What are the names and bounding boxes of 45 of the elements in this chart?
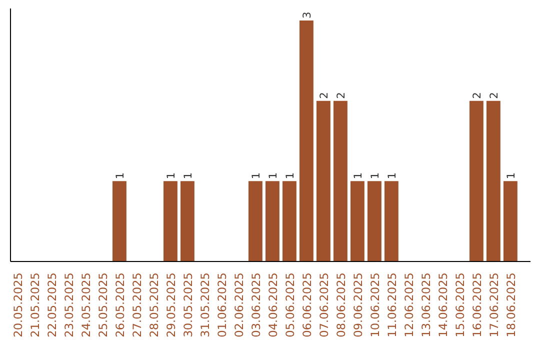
x-tick-label: 21.05.2025 bbox=[28, 272, 42, 338]
x-tick-label: 09.06.2025 bbox=[350, 272, 365, 338]
x-tick-label: 30.05.2025 bbox=[180, 272, 195, 338]
data-label: 1 bbox=[351, 172, 364, 180]
data-label: 1 bbox=[504, 172, 518, 180]
x-tick-label: 03.06.2025 bbox=[248, 272, 263, 338]
x-tick-label: 28.05.2025 bbox=[146, 272, 161, 338]
x-tick-label: 01.06.2025 bbox=[214, 272, 229, 338]
x-tick-label: 27.05.2025 bbox=[130, 272, 144, 338]
data-label: 1 bbox=[266, 172, 280, 180]
x-tick-label: 26.05.2025 bbox=[112, 272, 127, 338]
data-label: 2 bbox=[317, 92, 330, 99]
x-tick-label: 07.06.2025 bbox=[316, 272, 331, 338]
data-label: 1 bbox=[283, 172, 296, 180]
x-tick-label: 06.06.2025 bbox=[300, 272, 314, 338]
x-tick-label: 20.05.2025 bbox=[10, 272, 25, 338]
x-tick-label: 31.05.2025 bbox=[198, 272, 212, 338]
x-tick-label: 16.06.2025 bbox=[470, 272, 484, 338]
x-tick-label: 05.06.2025 bbox=[282, 272, 297, 338]
x-tick-label: 29.05.2025 bbox=[164, 272, 178, 338]
x-tick-label: 02.06.2025 bbox=[232, 272, 246, 338]
data-label: 3 bbox=[300, 12, 314, 19]
data-label: 2 bbox=[334, 92, 348, 99]
data-label: 1 bbox=[249, 172, 262, 180]
x-tick-label: 12.06.2025 bbox=[402, 272, 416, 338]
x-tick-label: 08.06.2025 bbox=[334, 272, 348, 338]
data-label: 1 bbox=[181, 172, 194, 180]
x-tick-label: 13.06.2025 bbox=[418, 272, 433, 338]
x-tick-label: 18.06.2025 bbox=[504, 272, 518, 338]
x-tick-label: 11.06.2025 bbox=[384, 272, 399, 338]
x-tick-label: 25.05.2025 bbox=[96, 272, 110, 338]
data-label: 2 bbox=[470, 92, 484, 99]
data-label: 2 bbox=[487, 92, 500, 99]
x-tick-label: 14.06.2025 bbox=[436, 272, 450, 338]
data-label: 1 bbox=[164, 172, 178, 180]
x-tick-label: 04.06.2025 bbox=[266, 272, 280, 338]
x-tick-label: 24.05.2025 bbox=[78, 272, 93, 338]
x-tick-label: 22.05.2025 bbox=[44, 272, 59, 338]
data-label: 1 bbox=[113, 172, 126, 180]
x-tick-label: 15.06.2025 bbox=[452, 272, 467, 338]
x-tick-label: 10.06.2025 bbox=[368, 272, 382, 338]
x-tick-label: 23.05.2025 bbox=[62, 272, 76, 338]
data-label: 1 bbox=[385, 172, 398, 180]
x-tick-label: 17.06.2025 bbox=[486, 272, 501, 338]
data-label: 1 bbox=[368, 172, 382, 180]
